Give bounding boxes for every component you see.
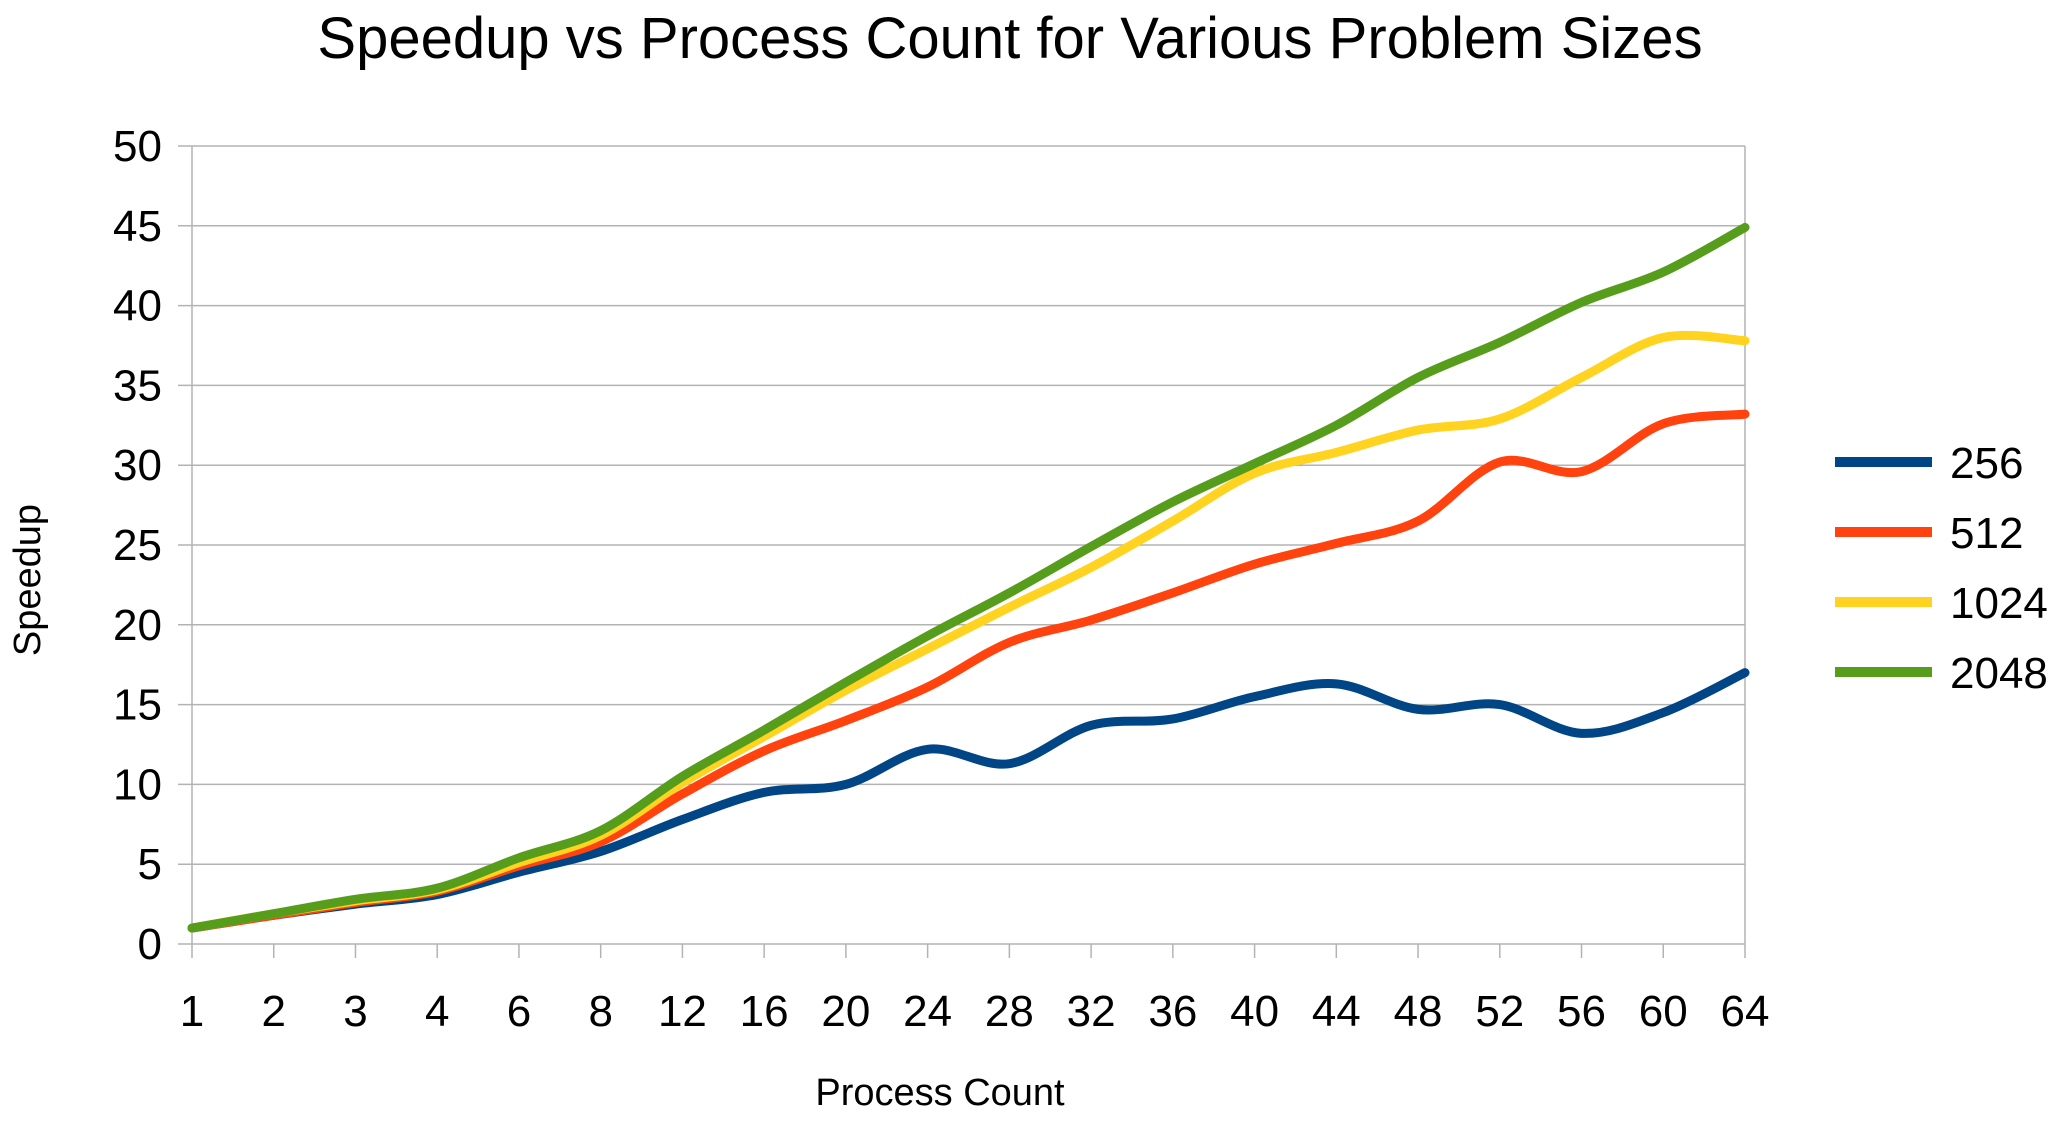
- x-tick-label: 12: [658, 987, 707, 1036]
- gridlines: [178, 145, 1746, 945]
- x-tick-label: 8: [588, 987, 612, 1036]
- x-tick-label: 60: [1639, 987, 1688, 1036]
- y-tick-label: 10: [113, 760, 162, 809]
- y-tick-label: 25: [113, 521, 162, 570]
- x-tick-label: 6: [507, 987, 531, 1036]
- x-tick-label: 36: [1148, 987, 1197, 1036]
- y-tick-label: 40: [113, 282, 162, 331]
- legend-label-256: 256: [1950, 439, 2023, 488]
- x-tick-label: 56: [1557, 987, 1606, 1036]
- x-tick-label: 48: [1394, 987, 1443, 1036]
- x-tick-label: 40: [1230, 987, 1279, 1036]
- x-tick-label: 2: [261, 987, 285, 1036]
- x-axis-title: Process Count: [815, 1072, 1065, 1114]
- x-tick-label: 20: [821, 987, 870, 1036]
- x-tick-label: 16: [740, 987, 789, 1036]
- y-tick-label: 45: [113, 202, 162, 251]
- x-tick-label: 1: [180, 987, 204, 1036]
- legend-label-1024: 1024: [1950, 579, 2048, 628]
- x-tick-label: 52: [1475, 987, 1524, 1036]
- legend-label-2048: 2048: [1950, 649, 2048, 698]
- x-tick-label: 64: [1721, 987, 1770, 1036]
- x-tick-label: 32: [1067, 987, 1116, 1036]
- legend-label-512: 512: [1950, 509, 2023, 558]
- y-tick-label: 35: [113, 361, 162, 410]
- x-tick-label: 24: [903, 987, 952, 1036]
- y-tick-label: 0: [138, 920, 162, 969]
- x-tick-label: 44: [1312, 987, 1361, 1036]
- legend: 256 512 1024 2048: [1835, 439, 2048, 698]
- series-line-1024: [187, 330, 1750, 933]
- series-line-2048: [187, 222, 1750, 933]
- chart-title: Speedup vs Process Count for Various Pro…: [317, 6, 1702, 71]
- y-tick-label: 15: [113, 681, 162, 730]
- y-axis-title: Speedup: [7, 504, 49, 656]
- x-tick-label: 28: [985, 987, 1034, 1036]
- y-tick-label: 50: [113, 122, 162, 171]
- y-tick-label: 20: [113, 601, 162, 650]
- y-axis: 0 5 10 15 20 25 30 35 40 45 50: [113, 122, 162, 969]
- x-tick-label: 3: [343, 987, 367, 1036]
- series-line-512: [187, 409, 1750, 933]
- y-tick-label: 30: [113, 441, 162, 490]
- x-tick-label: 4: [425, 987, 449, 1036]
- y-tick-label: 5: [138, 840, 162, 889]
- series-lines: [187, 222, 1750, 933]
- x-axis: 1 2 3 4 6 8 12 16 20 24 28 32 36 40 44 48 52 56 60 64: [180, 944, 1770, 1036]
